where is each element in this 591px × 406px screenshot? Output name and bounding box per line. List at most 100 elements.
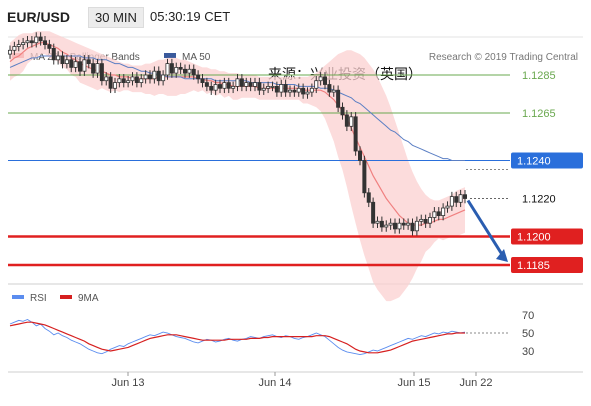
- candle-body: [69, 59, 74, 68]
- candle: [322, 72, 327, 90]
- candle-body: [113, 82, 118, 89]
- candle-body: [25, 40, 30, 44]
- candle: [126, 75, 131, 88]
- candle: [25, 36, 30, 48]
- candle: [427, 212, 432, 228]
- level-label-1.1240: 1.1240: [517, 156, 551, 168]
- candle: [349, 112, 354, 132]
- candle: [397, 218, 402, 234]
- level-label-1.1185: 1.1185: [517, 260, 550, 272]
- candle-body: [414, 220, 419, 232]
- candle: [436, 207, 441, 221]
- candle-body: [261, 87, 266, 91]
- candle-body: [309, 87, 314, 93]
- candle: [191, 64, 196, 80]
- candle: [64, 55, 69, 69]
- candle: [226, 77, 231, 94]
- candle-body: [222, 82, 227, 89]
- candle: [292, 85, 297, 97]
- candle: [314, 75, 319, 94]
- candle-body: [366, 192, 371, 203]
- x-axis: Jun 13 Jun 14 Jun 15 Jun 22: [111, 372, 493, 389]
- candle-body: [379, 220, 384, 228]
- forecast-arrow-head: [496, 249, 508, 262]
- candle-body: [449, 196, 454, 207]
- candle: [117, 74, 122, 88]
- candle: [143, 70, 148, 84]
- candle-body: [410, 222, 415, 232]
- candle-body: [187, 68, 192, 74]
- candle-body: [121, 78, 126, 84]
- candle: [274, 81, 279, 97]
- candle-body: [56, 55, 61, 61]
- candle: [174, 62, 179, 78]
- candle-body: [104, 76, 109, 82]
- candle: [134, 72, 139, 88]
- candle-body: [200, 78, 205, 84]
- rsi-ma-legend-swatch: [60, 295, 72, 299]
- candle: [156, 66, 161, 86]
- candle-body: [239, 78, 244, 87]
- candle: [375, 216, 380, 228]
- candle-body: [287, 89, 292, 93]
- candle-body: [406, 222, 411, 226]
- candle-body: [244, 82, 249, 87]
- candle-body: [209, 86, 214, 91]
- candle: [257, 77, 262, 95]
- candle: [56, 51, 61, 65]
- candle: [406, 218, 411, 230]
- candle: [449, 191, 454, 211]
- candle: [266, 81, 271, 94]
- candle-body: [47, 44, 52, 49]
- candle-body: [419, 218, 424, 222]
- candle-body: [357, 150, 362, 161]
- candle: [60, 51, 65, 69]
- timeframe-badge[interactable]: 30 MIN: [88, 7, 144, 28]
- candle: [410, 218, 415, 236]
- candle: [371, 197, 376, 228]
- candle-body: [462, 194, 467, 199]
- candle-body: [327, 84, 332, 93]
- candle: [388, 218, 393, 230]
- candle: [82, 55, 87, 76]
- rsi-legend-label: RSI: [30, 293, 47, 304]
- candle: [362, 155, 367, 198]
- candle: [21, 37, 26, 50]
- level-label-1.1220: 1.1220: [522, 194, 556, 206]
- candle-body: [204, 82, 209, 87]
- candle-body: [143, 74, 148, 80]
- candle: [423, 214, 428, 228]
- candle: [222, 77, 227, 94]
- candle-body: [401, 222, 406, 226]
- candle: [95, 58, 100, 78]
- candle-body: [314, 80, 319, 89]
- candle: [69, 55, 74, 73]
- candle: [139, 74, 144, 88]
- level-label-1.1200: 1.1200: [517, 232, 551, 244]
- candle-body: [108, 76, 113, 89]
- candle-body: [283, 84, 288, 93]
- candle: [296, 83, 301, 97]
- candle: [379, 216, 384, 232]
- candle: [392, 218, 397, 234]
- candle-body: [60, 55, 65, 64]
- candle-body: [344, 114, 349, 127]
- candle-body: [235, 78, 240, 87]
- candle-body: [397, 222, 402, 230]
- candle-body: [64, 59, 69, 64]
- candle-body: [388, 222, 393, 226]
- symbol-label: EUR/USD: [7, 9, 71, 25]
- candle-body: [266, 86, 271, 89]
- rsi-tick-70: 70: [522, 310, 534, 322]
- candle: [47, 39, 52, 54]
- candle: [231, 81, 236, 94]
- candle-body: [178, 67, 183, 70]
- candle-body: [196, 74, 201, 80]
- level-label-1.1265: 1.1265: [522, 108, 556, 120]
- candle-body: [169, 63, 174, 74]
- bollinger-band: [10, 31, 465, 302]
- candle: [239, 74, 244, 92]
- candle-body: [336, 89, 341, 108]
- rsi-ma-line: [9, 321, 465, 354]
